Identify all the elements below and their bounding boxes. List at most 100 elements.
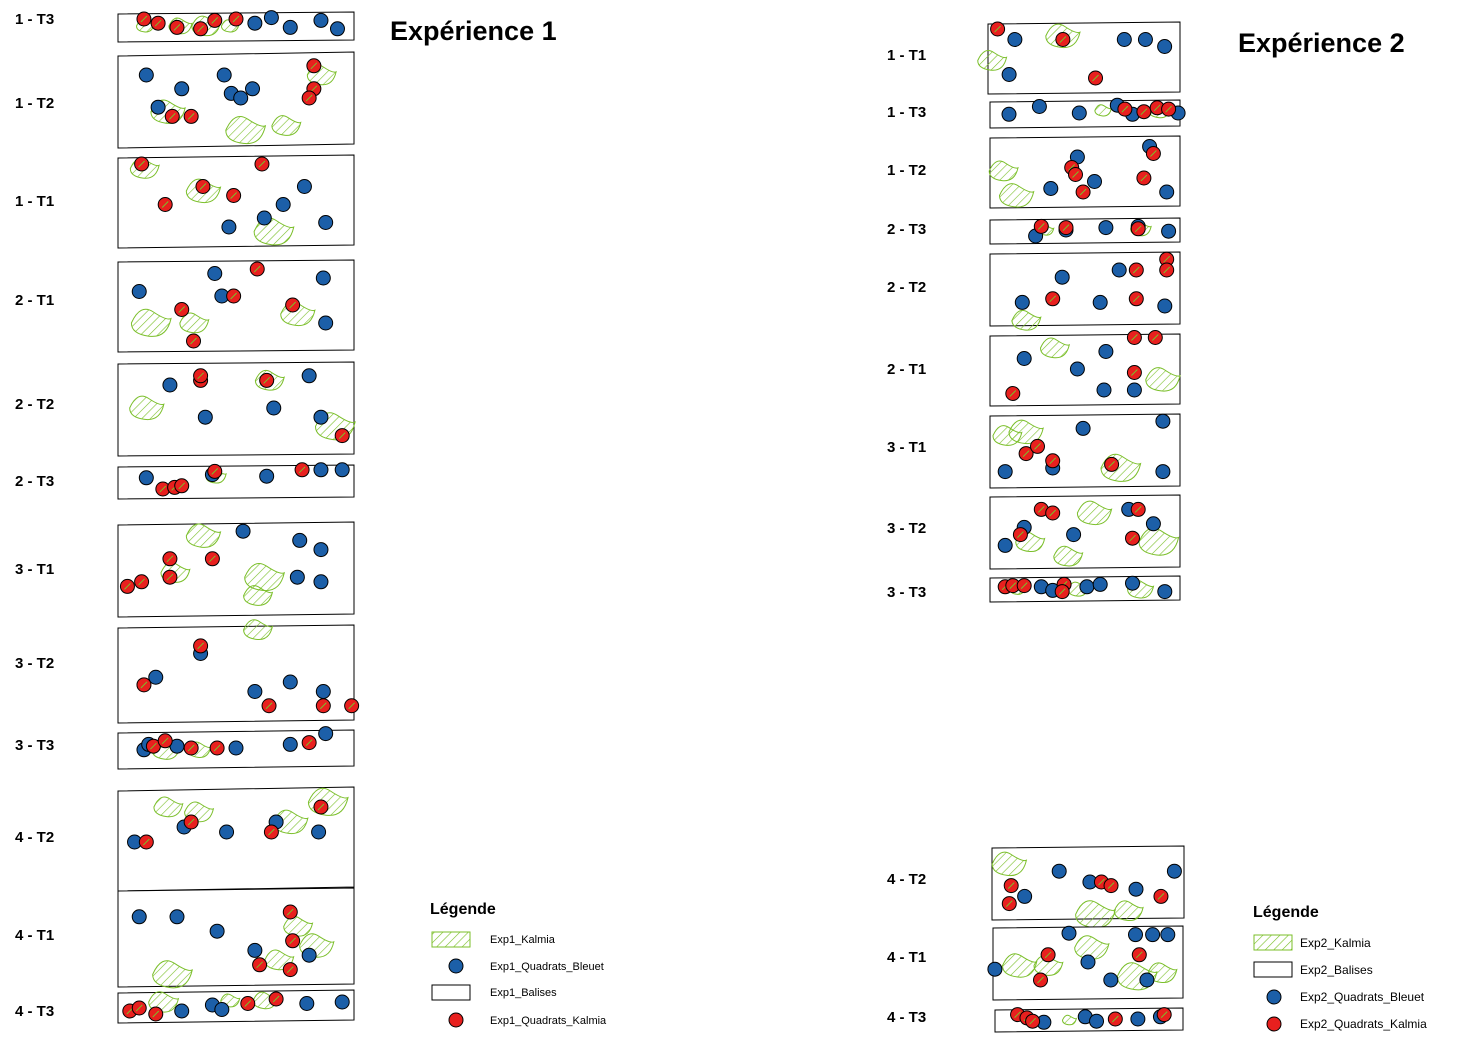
exp1-quadrat-bleuet: [174, 81, 190, 97]
exp1-plot-label: 4 - T3: [15, 1003, 54, 1020]
exp1-quadrat-kalmia-hatch: [244, 1000, 252, 1007]
exp2-quadrat-kalmia-hatch: [1134, 225, 1142, 233]
exp1-kalmia-patch: [225, 116, 267, 145]
exp2-plot-label: 3 - T3: [887, 584, 926, 601]
exp1-plot-frame: [117, 624, 355, 724]
legend-exp1-kalmia-swatch: [431, 931, 471, 948]
exp1-kalmia-patch: [273, 809, 309, 835]
exp2-quadrat-bleuet: [1166, 863, 1182, 879]
exp1-quadrat-bleuet: [148, 669, 164, 685]
legend-exp2-item-bleuet: Exp2_Quadrats_Bleuet: [1300, 990, 1425, 1004]
exp1-quadrat-bleuet: [282, 674, 298, 690]
exp2-quadrat-kalmia-hatch: [1009, 390, 1017, 397]
exp1-quadrat-bleuet: [235, 523, 251, 539]
exp1-quadrat-kalmia-hatch: [124, 583, 131, 590]
exp2-plot: 3 - T2: [887, 494, 1181, 570]
exp2-quadrat-kalmia-hatch: [1131, 369, 1138, 376]
exp1-plot-label: 3 - T1: [15, 561, 54, 578]
exp2-quadrat-bleuet: [1066, 527, 1082, 543]
exp1-plot: 3 - T2: [15, 619, 360, 724]
exp1-plot: 2 - T3: [15, 462, 355, 500]
exp2-quadrat-bleuet: [1001, 67, 1017, 82]
exp2-quadrat-kalmia-hatch: [1079, 188, 1087, 196]
exp2-plot: 4 - T2: [887, 845, 1185, 929]
exp1-quadrat-bleuet: [301, 947, 317, 963]
exp2-quadrat-bleuet: [1137, 32, 1153, 47]
exp2-quadrat-kalmia-hatch: [1034, 443, 1041, 450]
exp2-quadrat-bleuet: [1155, 464, 1171, 480]
exp1-kalmia-patch: [129, 395, 165, 421]
legend-exp1: Légende Exp1_Kalmia Exp1_Quadrats_Bleuet…: [430, 901, 607, 1028]
exp2-quadrat-bleuet: [1080, 954, 1096, 970]
exp1-quadrat-bleuet: [301, 368, 317, 384]
exp1-quadrat-kalmia-hatch: [187, 818, 195, 826]
exp2-kalmia-patch: [1061, 1014, 1078, 1026]
exp2-quadrat-kalmia-hatch: [1049, 295, 1057, 303]
experience-2-panel: 1 - T1 1 - T3 1 - T2 2 - T3 2 - T2 2 - T1 3 - …: [887, 21, 1186, 1033]
exp1-quadrat-kalmia-hatch: [138, 160, 145, 168]
exp1-quadrat-kalmia-hatch: [173, 24, 181, 31]
exp1-plot-label: 4 - T2: [15, 829, 54, 846]
exp1-quadrat-bleuet: [131, 909, 147, 925]
exp1-quadrat-kalmia-hatch: [197, 372, 204, 380]
exp2-kalmia-patch: [1008, 419, 1044, 445]
exp1-quadrat-kalmia-hatch: [154, 19, 162, 27]
exp2-quadrat-bleuet: [1017, 888, 1033, 904]
legend-exp1-kalmia-marker: [448, 1012, 464, 1028]
exp1-quadrat-kalmia-hatch: [197, 25, 204, 33]
exp1-quadrat-bleuet: [150, 99, 166, 115]
exp2-quadrat-kalmia-hatch: [1107, 882, 1115, 889]
exp2-quadrat-kalmia-hatch: [1132, 266, 1140, 274]
exp1-quadrat-kalmia-hatch: [211, 468, 219, 475]
exp2-quadrat-bleuet: [1157, 584, 1173, 600]
exp1-quadrat-bleuet: [162, 377, 178, 393]
exp1-plot-label: 3 - T3: [15, 737, 54, 754]
exp1-quadrat-bleuet: [216, 67, 232, 83]
exp1-quadrat-kalmia-hatch: [152, 1010, 160, 1018]
exp1-quadrat-kalmia-hatch: [256, 961, 263, 969]
exp1-quadrat-kalmia-hatch: [253, 265, 261, 273]
exp2-quadrat-bleuet: [1092, 576, 1108, 592]
exp2-quadrat-kalmia-hatch: [1068, 164, 1076, 171]
exp1-kalmia-patch: [179, 312, 210, 334]
legend-exp2-item-balises: Exp2_Balises: [1300, 963, 1373, 977]
exp1-quadrat-bleuet: [334, 994, 350, 1010]
exp2-quadrat-kalmia-hatch: [1037, 976, 1044, 984]
exp1-quadrat-kalmia-hatch: [209, 555, 216, 563]
exp2-quadrat-kalmia-hatch: [1140, 174, 1148, 182]
exp1-quadrat-bleuet: [138, 67, 154, 83]
exp2-plot-label: 4 - T3: [887, 1009, 926, 1026]
exp2-plot: 3 - T1: [887, 413, 1181, 489]
exp2-quadrat-bleuet: [1145, 516, 1161, 532]
exp1-quadrat-kalmia-hatch: [150, 742, 157, 750]
exp1-plot-label: 1 - T2: [15, 95, 54, 112]
legend-exp1-item-balises: Exp1_Balises: [490, 987, 557, 999]
exp2-plot: 2 - T2: [887, 251, 1181, 331]
exp2-quadrat-kalmia-hatch: [1005, 900, 1013, 907]
exp2-quadrat-kalmia-hatch: [1029, 1017, 1036, 1025]
exp1-quadrat-bleuet: [318, 726, 334, 742]
exp2-quadrat-bleuet: [1130, 1011, 1146, 1027]
exp1-quadrat-kalmia-hatch: [268, 828, 275, 836]
exp2-kalmia-patch: [1039, 337, 1071, 359]
exp1-quadrat-bleuet: [221, 219, 237, 235]
exp1-quadrat-bleuet: [214, 1002, 230, 1017]
exp1-quadrat-kalmia-hatch: [272, 995, 280, 1003]
exp2-quadrat-bleuet: [1159, 184, 1175, 200]
exp1-quadrat-kalmia-hatch: [298, 466, 306, 474]
exp2-quadrat-bleuet: [1125, 575, 1140, 591]
exp1-quadrat-bleuet: [247, 684, 263, 699]
exp2-quadrat-bleuet: [1079, 579, 1095, 595]
exp1-quadrat-kalmia-hatch: [166, 555, 174, 563]
exp2-kalmia-patch: [1011, 310, 1042, 331]
legend-exp2-item-quadrats-kalmia: Exp2_Quadrats_Kalmia: [1300, 1017, 1427, 1031]
exp1-kalmia-patch: [243, 585, 274, 606]
exp1-kalmia-patch: [185, 523, 222, 548]
exp2-quadrat-kalmia-hatch: [1108, 461, 1115, 468]
exp2-kalmia-patch: [1147, 962, 1178, 984]
exp2-plot: 2 - T1: [887, 330, 1181, 407]
exp1-quadrat-bleuet: [207, 266, 223, 281]
exp1-quadrat-kalmia-hatch: [140, 15, 148, 23]
exp1-quadrat-bleuet: [315, 270, 331, 286]
exp2-quadrat-kalmia-hatch: [1044, 951, 1052, 959]
